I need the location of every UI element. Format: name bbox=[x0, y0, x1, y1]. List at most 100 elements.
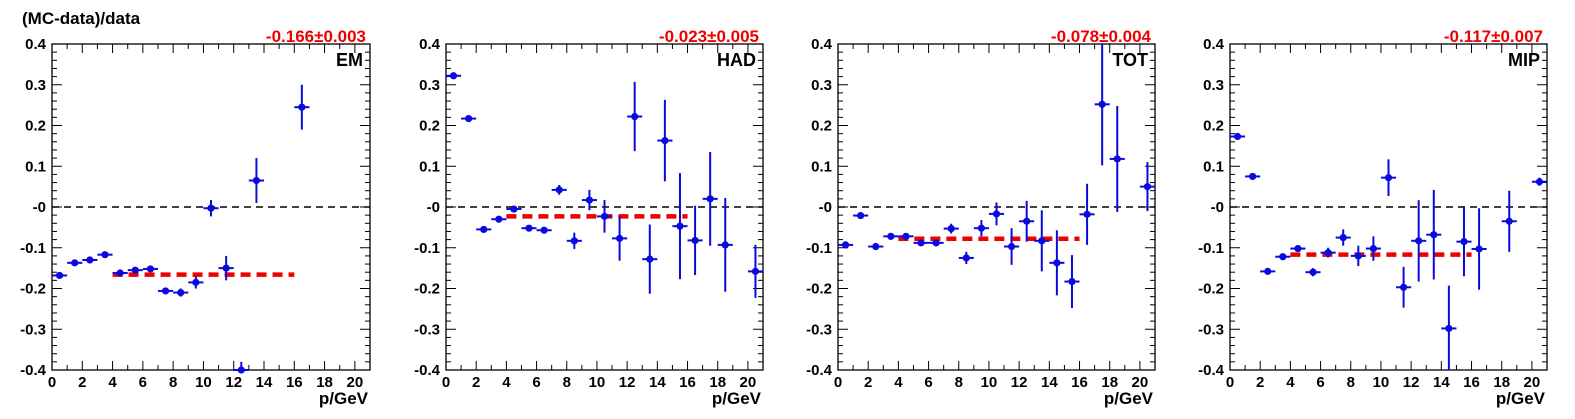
data-point bbox=[551, 184, 567, 195]
x-tick-label: 4 bbox=[1286, 374, 1295, 391]
y-tick-label: 0.1 bbox=[419, 158, 440, 175]
point-marker bbox=[962, 254, 970, 262]
x-axis-title: p/GeV bbox=[1104, 389, 1154, 408]
y-tick-label: -0.2 bbox=[414, 281, 440, 298]
y-tick-label: -0.2 bbox=[806, 281, 832, 298]
data-point bbox=[1320, 247, 1336, 258]
y-tick-label: -0.2 bbox=[1198, 281, 1224, 298]
data-point bbox=[82, 256, 98, 264]
data-point bbox=[1139, 162, 1155, 212]
y-tick-label: 0.3 bbox=[1203, 77, 1224, 94]
point-marker bbox=[1309, 268, 1317, 276]
y-tick-label: -0 bbox=[427, 199, 440, 216]
x-tick-label: 4 bbox=[894, 374, 903, 391]
point-marker bbox=[691, 236, 699, 245]
data-point bbox=[657, 99, 673, 182]
point-marker bbox=[146, 265, 155, 273]
data-point bbox=[1004, 228, 1020, 265]
x-tick-label: 12 bbox=[619, 374, 636, 391]
point-marker bbox=[977, 224, 986, 232]
panel-tag: MIP bbox=[1508, 50, 1540, 70]
point-marker bbox=[1460, 238, 1468, 246]
point-marker bbox=[676, 222, 684, 230]
y-tick-label: 0.4 bbox=[419, 36, 441, 53]
point-marker bbox=[841, 241, 850, 249]
point-marker bbox=[1023, 217, 1031, 225]
point-marker bbox=[101, 251, 109, 259]
point-marker bbox=[207, 204, 215, 212]
x-tick-label: 16 bbox=[679, 374, 696, 391]
fit-value-label: -0.166±0.003 bbox=[266, 27, 366, 46]
data-point bbox=[672, 173, 688, 280]
data-point bbox=[717, 198, 733, 292]
x-tick-label: 2 bbox=[78, 374, 86, 391]
x-tick-label: 18 bbox=[709, 374, 726, 391]
panel-tot: 0 2 4 6 8 10 12 14 16 18 20 -0.4 -0.3 -0.2 -0.1 -0 0.1 0.… bbox=[806, 27, 1156, 408]
y-tick-label: 0.4 bbox=[1203, 36, 1225, 53]
x-tick-label: 10 bbox=[195, 374, 212, 391]
x-tick-label: 6 bbox=[1316, 374, 1324, 391]
y-tick-label: 0.2 bbox=[419, 118, 440, 135]
x-tick-label: 0 bbox=[1226, 374, 1234, 391]
data-point bbox=[1441, 285, 1457, 370]
data-point bbox=[1531, 177, 1547, 186]
x-tick-label: 20 bbox=[347, 374, 364, 391]
point-marker bbox=[1445, 324, 1453, 333]
x-tick-label: 18 bbox=[1101, 374, 1118, 391]
data-point bbox=[1064, 255, 1080, 309]
point-marker bbox=[1007, 242, 1016, 251]
x-tick-label: 2 bbox=[472, 374, 480, 391]
data-point bbox=[294, 84, 310, 130]
x-tick-label: 12 bbox=[1011, 374, 1028, 391]
point-marker bbox=[1264, 267, 1272, 275]
y-tick-label: -0.2 bbox=[20, 281, 46, 298]
data-point bbox=[627, 81, 643, 152]
point-marker bbox=[947, 224, 955, 233]
y-tick-label: -0.1 bbox=[20, 240, 46, 257]
point-marker bbox=[1535, 178, 1544, 186]
point-marker bbox=[721, 241, 729, 249]
y-tick-label: 0.4 bbox=[25, 36, 47, 53]
data-point bbox=[67, 259, 83, 267]
x-axis-title: p/GeV bbox=[1496, 389, 1546, 408]
x-tick-label: 4 bbox=[108, 374, 117, 391]
x-tick-label: 6 bbox=[532, 374, 540, 391]
y-tick-label: 0.2 bbox=[25, 118, 46, 135]
point-marker bbox=[646, 255, 654, 263]
x-axis-title: p/GeV bbox=[712, 389, 762, 408]
point-marker bbox=[1369, 244, 1378, 253]
data-point bbox=[1305, 268, 1321, 277]
data-point bbox=[112, 269, 128, 277]
data-point bbox=[687, 205, 703, 276]
y-tick-label: -0.3 bbox=[414, 321, 440, 338]
data-point bbox=[747, 244, 763, 298]
point-marker bbox=[585, 196, 594, 204]
y-tick-label: -0.1 bbox=[806, 240, 832, 257]
data-point bbox=[536, 226, 552, 234]
data-point bbox=[521, 224, 537, 232]
point-marker bbox=[1505, 217, 1513, 225]
y-tick-label: -0 bbox=[1211, 199, 1224, 216]
point-marker bbox=[1324, 249, 1332, 257]
data-point bbox=[1411, 200, 1427, 282]
data-point bbox=[173, 288, 189, 297]
data-point bbox=[566, 232, 582, 249]
point-marker bbox=[86, 256, 94, 264]
y-tick-label: 0.3 bbox=[25, 77, 46, 94]
y-tick-label: -0.4 bbox=[20, 362, 47, 379]
x-tick-label: 6 bbox=[139, 374, 147, 391]
y-tick-label: -0.4 bbox=[414, 362, 441, 379]
panel-tag: HAD bbox=[717, 50, 756, 70]
data-point bbox=[1380, 159, 1397, 196]
x-tick-label: 14 bbox=[649, 374, 666, 391]
point-marker bbox=[192, 278, 200, 286]
data-point bbox=[1471, 208, 1487, 290]
y-tick-label: 0.3 bbox=[419, 77, 440, 94]
point-marker bbox=[1098, 100, 1106, 108]
point-marker bbox=[1475, 245, 1483, 253]
x-tick-label: 0 bbox=[442, 374, 450, 391]
point-marker bbox=[1068, 277, 1076, 286]
data-point bbox=[958, 251, 974, 265]
x-tick-label: 20 bbox=[1132, 374, 1149, 391]
point-marker bbox=[661, 136, 669, 145]
